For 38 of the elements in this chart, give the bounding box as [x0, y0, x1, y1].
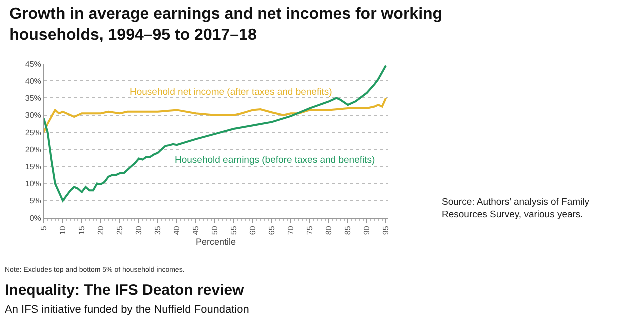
y-tick-label: 10% — [25, 180, 42, 189]
x-tick-label: 5 — [40, 226, 49, 231]
y-tick-label: 5% — [30, 196, 42, 206]
x-tick-label: 30 — [134, 226, 144, 236]
x-tick-label: 80 — [324, 226, 334, 236]
x-tick-label: 40 — [172, 226, 182, 236]
source-note: Source: Authors’ analysis of Family Resources Survey, various years. — [442, 197, 590, 220]
x-tick-label: 45 — [192, 226, 201, 236]
series-label: Household earnings (before taxes and benefits) — [175, 155, 376, 166]
x-tick-label: 55 — [230, 226, 239, 236]
x-tick-label: 90 — [362, 226, 372, 236]
x-tick-label: 60 — [248, 226, 258, 236]
x-tick-label: 10 — [58, 226, 68, 236]
x-tick-label: 65 — [268, 226, 277, 236]
text: An IFS initiative funded by the Nuffield Foundation — [5, 304, 250, 316]
line-series — [44, 64, 388, 202]
x-tick-label: 20 — [96, 226, 106, 236]
x-tick-label: 25 — [116, 226, 125, 236]
y-tick-label: 25% — [25, 128, 42, 138]
y-tick-label: 40% — [25, 76, 42, 86]
x-tick-label: 85 — [344, 226, 353, 236]
x-tick-label: 70 — [286, 226, 296, 236]
y-tick-label: 45% — [25, 60, 42, 69]
y-tick-label: 15% — [25, 162, 42, 172]
line-series — [44, 97, 388, 134]
x-tick-label: 15 — [78, 226, 87, 236]
y-tick-label: 35% — [25, 94, 42, 104]
y-tick-label: 20% — [25, 145, 42, 154]
x-tick-label: 50 — [210, 226, 220, 236]
text: Inequality: The IFS Deaton review — [5, 282, 245, 299]
chart-title: Growth in average earnings and net incomes for working households, 1994–95 to 2017–18 — [10, 6, 443, 44]
y-tick-label: 0% — [30, 214, 42, 223]
y-tick-label: 30% — [25, 111, 42, 120]
x-tick-label: 95 — [382, 226, 391, 236]
x-tick-label: 35 — [154, 226, 163, 236]
x-axis-title: Percentile — [196, 236, 236, 247]
series-label: Household net income (after taxes and benefits) — [130, 87, 332, 98]
x-tick-label: 75 — [306, 226, 315, 236]
